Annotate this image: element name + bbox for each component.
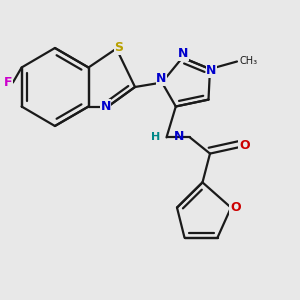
Text: F: F — [4, 76, 13, 89]
Text: N: N — [206, 64, 217, 77]
Text: N: N — [156, 72, 167, 85]
Text: H: H — [151, 131, 160, 142]
Text: O: O — [239, 139, 250, 152]
Text: S: S — [114, 41, 123, 54]
Text: CH₃: CH₃ — [239, 56, 257, 66]
Text: N: N — [174, 130, 184, 143]
Text: N: N — [100, 100, 111, 113]
Text: O: O — [230, 201, 241, 214]
Text: N: N — [178, 47, 188, 61]
